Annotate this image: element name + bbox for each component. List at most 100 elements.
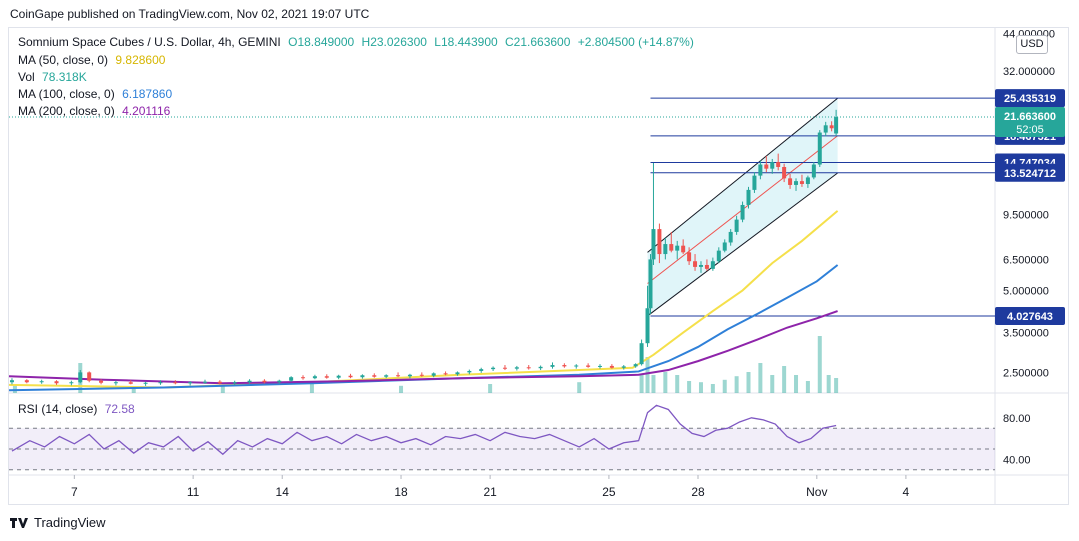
y-tick-label: 2.500000 xyxy=(1003,367,1049,379)
rsi-legend: RSI (14, close) 72.58 xyxy=(18,402,139,416)
x-tick-label: 4 xyxy=(903,485,910,499)
channel-lower-line xyxy=(647,172,838,317)
candle-body xyxy=(829,125,834,129)
volume-bar xyxy=(687,381,692,393)
candle-body xyxy=(407,374,412,377)
candle-body xyxy=(645,308,650,344)
candle-body xyxy=(188,382,193,384)
candle-body xyxy=(312,376,317,379)
volume-bar xyxy=(639,375,644,393)
x-tick-label: 18 xyxy=(394,485,408,499)
candle-body xyxy=(794,181,799,185)
y-tick-label: 6.500000 xyxy=(1003,254,1049,266)
candle-body xyxy=(716,250,721,262)
candle-body xyxy=(9,380,14,383)
volume-bar xyxy=(770,375,775,393)
candle-body xyxy=(639,343,644,365)
x-tick-label: 25 xyxy=(602,485,616,499)
candle-body xyxy=(39,381,44,383)
candle-body xyxy=(372,375,377,377)
volume-bar xyxy=(826,375,831,393)
volume-bar xyxy=(782,366,787,393)
x-tick-label: 11 xyxy=(187,485,200,499)
candle-body xyxy=(598,365,603,367)
candle-body xyxy=(710,261,715,269)
y-tick-label: 9.500000 xyxy=(1003,210,1049,222)
volume-bar xyxy=(758,363,763,393)
candle-body xyxy=(277,380,282,383)
candle-body xyxy=(648,259,653,309)
candle-body xyxy=(722,242,727,251)
candle-body xyxy=(704,264,709,269)
candle-body xyxy=(78,372,83,383)
footer-brand[interactable]: TradingView xyxy=(10,515,106,530)
candle-body xyxy=(396,375,401,377)
candle-body xyxy=(324,376,329,378)
volume-legend: Vol 78.318K xyxy=(18,70,91,84)
candle-body xyxy=(502,367,507,369)
ma200-value: 4.201116 xyxy=(122,104,171,118)
volume-bar xyxy=(577,382,582,393)
candle-body xyxy=(128,382,133,384)
candle-body xyxy=(811,164,816,178)
volume-bar xyxy=(794,375,799,393)
candle-body xyxy=(651,229,656,260)
price-level-badge xyxy=(995,163,1065,182)
ma100-legend: MA (100, close, 0) 6.187860 xyxy=(18,87,176,101)
candle-body xyxy=(538,366,543,369)
candle-body xyxy=(514,367,519,369)
candle-body xyxy=(384,375,389,377)
ma200-label: MA (200, close, 0) xyxy=(18,104,115,118)
candle-body xyxy=(562,365,567,367)
candle-body xyxy=(770,162,775,169)
candle-body xyxy=(143,382,148,384)
candle-body xyxy=(491,367,496,370)
candle-body xyxy=(203,381,208,383)
x-tick-label: 28 xyxy=(691,485,705,499)
vol-value: 78.318K xyxy=(42,70,87,84)
rsi-value: 72.58 xyxy=(104,402,135,416)
candle-body xyxy=(455,372,460,375)
candle-body xyxy=(621,366,626,368)
candle-body xyxy=(834,117,839,134)
volume-bar xyxy=(131,387,136,393)
y-tick-label: 32.000000 xyxy=(1003,66,1055,78)
currency-button[interactable]: USD xyxy=(1016,35,1048,54)
candle-body xyxy=(443,373,448,375)
volume-bar xyxy=(399,385,404,393)
candle-body xyxy=(823,125,828,133)
last-price-label: 21.663600 xyxy=(1004,111,1056,123)
candle-body xyxy=(586,365,591,367)
candle-body xyxy=(574,365,579,367)
candle-body xyxy=(752,175,757,190)
volume-bar xyxy=(817,336,822,393)
chart-frame xyxy=(8,27,1069,505)
candle-body xyxy=(360,375,365,378)
candle-body xyxy=(262,380,267,383)
candle-body xyxy=(740,204,745,220)
change-value: +2.804500 (+14.87%) xyxy=(577,35,694,49)
volume-bar xyxy=(663,372,668,393)
volume-bar xyxy=(309,384,314,393)
candle-body xyxy=(289,377,294,381)
candle-body xyxy=(734,219,739,232)
candle-body xyxy=(348,375,353,378)
price-level-label: 25.435319 xyxy=(1004,93,1056,105)
open-value: O18.849000 xyxy=(288,35,355,49)
volume-bar xyxy=(651,375,656,393)
candle-body xyxy=(301,377,306,379)
volume-bar xyxy=(12,384,17,393)
x-tick-label: 21 xyxy=(483,485,497,499)
candle-body xyxy=(87,372,92,381)
high-value: H23.026300 xyxy=(361,35,427,49)
x-tick-label: 14 xyxy=(276,485,290,499)
price-level-label: 4.027643 xyxy=(1007,311,1053,323)
candle-body xyxy=(247,380,252,383)
candle-body xyxy=(687,252,692,262)
moving-average-line xyxy=(8,264,839,392)
candle-body xyxy=(776,162,781,167)
footer-brand-text: TradingView xyxy=(34,515,106,530)
close-value: C21.663600 xyxy=(505,35,571,49)
candle-body xyxy=(698,264,703,267)
